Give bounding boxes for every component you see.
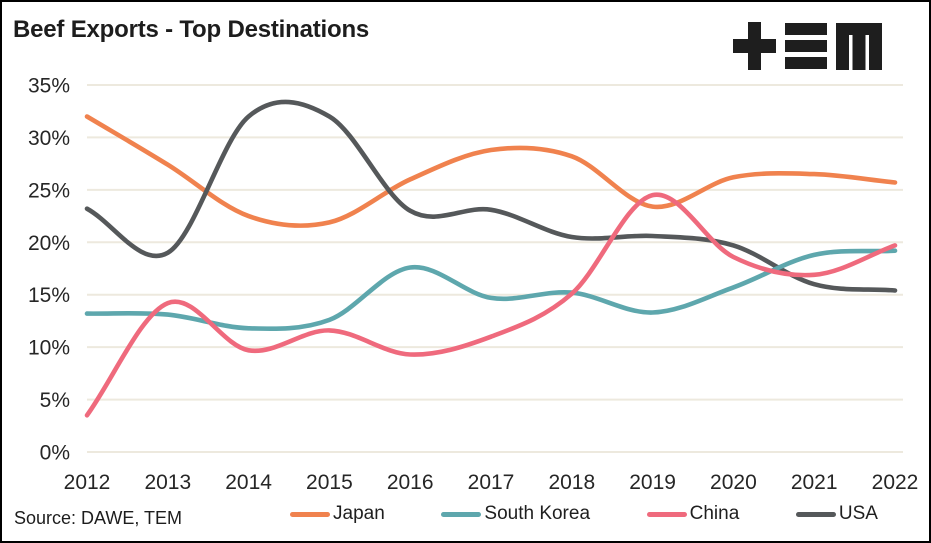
x-axis-tick-label: 2016: [387, 471, 434, 494]
tem-logo-svg: [733, 22, 882, 70]
legend-marker-south-korea: [441, 511, 482, 517]
legend-label: China: [689, 503, 740, 524]
x-axis-tick-label: 2014: [225, 471, 272, 494]
legend-label: South Korea: [484, 503, 591, 524]
triple-bar-icon: [785, 23, 827, 69]
y-axis-tick-label: 25%: [28, 179, 70, 202]
y-axis-tick-label: 30%: [28, 127, 70, 150]
series-line-japan: [84, 114, 898, 228]
plus-icon: [733, 22, 776, 70]
legend-marker-china: [646, 511, 687, 517]
legend-marker-japan: [290, 511, 330, 517]
legend-label: Japan: [333, 503, 385, 524]
x-axis-tick-label: 2013: [144, 471, 191, 494]
y-axis-tick-label: 0%: [40, 442, 70, 465]
legend-marker-usa: [795, 511, 836, 517]
x-axis-tick-label: 2015: [306, 471, 353, 494]
series-line-china: [84, 192, 898, 418]
x-axis-tick-label: 2012: [64, 471, 111, 494]
chart-legend: Japan South Korea China USA: [290, 503, 878, 525]
y-axis-tick-label: 5%: [40, 389, 70, 412]
x-axis-tick-label: 2022: [872, 471, 919, 494]
legend-item-south-korea: South Korea: [441, 503, 590, 525]
x-axis-tick-label: 2019: [629, 471, 676, 494]
source-note: Source: DAWE, TEM: [14, 508, 183, 528]
legend-item-japan: Japan: [290, 503, 385, 525]
x-axis-tick-label: 2017: [468, 471, 515, 494]
x-axis-tick-label: 2020: [710, 471, 757, 494]
y-axis-tick-label: 20%: [28, 232, 70, 255]
legend-item-usa: USA: [795, 503, 878, 525]
legend-label: USA: [838, 503, 878, 524]
tem-logo: [733, 22, 883, 70]
y-axis-tick-label: 35%: [28, 75, 70, 98]
chart-title: Beef Exports - Top Destinations: [13, 16, 370, 43]
x-axis-tick-label: 2018: [548, 471, 595, 494]
series-line-south-korea: [84, 248, 898, 332]
y-axis-tick-label: 15%: [28, 284, 70, 307]
x-axis-tick-label: 2021: [791, 471, 838, 494]
legend-item-china: China: [646, 503, 740, 525]
series-line-usa: [84, 99, 898, 293]
m-icon: [836, 23, 882, 70]
y-axis-tick-label: 10%: [28, 337, 70, 360]
